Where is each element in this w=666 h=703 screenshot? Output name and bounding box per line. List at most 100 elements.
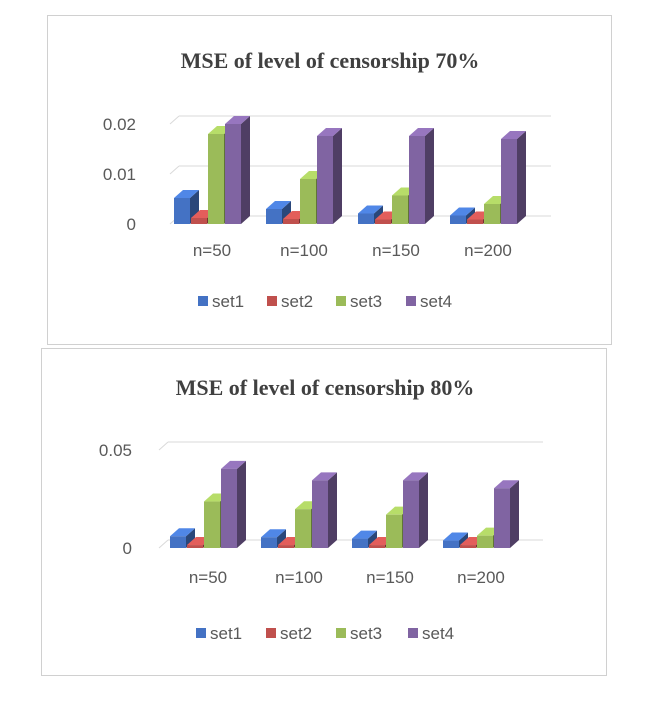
legend: set1 set2 set3 set4 (198, 292, 452, 311)
grid-line-edge (169, 115, 180, 125)
bar-front (283, 219, 299, 224)
bar-front (501, 139, 517, 224)
bar-top (443, 532, 468, 541)
bar-front (477, 535, 493, 548)
bar-top (358, 205, 383, 214)
bar-top (409, 128, 434, 136)
bar-set4-n=150 (409, 128, 434, 224)
legend-swatch (198, 296, 208, 306)
legend-label: set3 (350, 292, 382, 311)
category-label: n=150 (372, 241, 420, 260)
bar-front (409, 136, 425, 224)
bar-top (261, 529, 286, 538)
legend-label: set2 (280, 624, 312, 643)
category-labels: n=50 n=100 n=150 n=200 (193, 241, 512, 260)
legend-item-set3: set3 (336, 624, 382, 643)
bar-front (358, 213, 374, 224)
category-label: n=50 (189, 568, 227, 587)
legend-label: set4 (420, 292, 452, 311)
chart-panel-70: MSE of level of censorship 70% 0 0.01 0.02… (47, 15, 612, 345)
bar-front (187, 545, 203, 548)
bar-side (517, 131, 526, 224)
category-label: n=100 (280, 241, 328, 260)
bar-top (494, 480, 519, 489)
category-label: n=200 (464, 241, 512, 260)
legend-swatch (267, 296, 277, 306)
legend-label: set1 (212, 292, 244, 311)
bar-front (266, 209, 282, 224)
bar-top (501, 131, 526, 139)
bar-side (237, 460, 246, 548)
bar-front (221, 468, 237, 548)
bar-side (510, 480, 519, 548)
bar-front (317, 136, 333, 224)
bar-set1-n=50 (170, 528, 195, 548)
bar-front (204, 501, 220, 548)
bar-front (191, 218, 207, 224)
bar-front (494, 488, 510, 548)
bar-side (368, 530, 377, 548)
bar-top (221, 460, 246, 469)
legend-item-set3: set3 (336, 292, 382, 311)
y-tick-label: 0.02 (103, 115, 136, 134)
legend-item-set4: set4 (406, 292, 452, 311)
bar-top (266, 201, 291, 209)
y-tick-label: 0 (123, 539, 132, 558)
y-tick-label: 0.01 (103, 165, 136, 184)
legend-label: set2 (281, 292, 313, 311)
legend-item-set4: set4 (408, 624, 454, 643)
bar-front (174, 198, 190, 224)
bar-top (317, 128, 342, 136)
bar-top (352, 530, 377, 539)
category-label: n=100 (275, 568, 323, 587)
legend-swatch (336, 296, 346, 306)
bar-side (186, 528, 195, 548)
legend-swatch (406, 296, 416, 306)
chart-title: MSE of level of censorship 80% (176, 375, 475, 400)
bar-set4-n=150 (403, 472, 428, 548)
bar-front (460, 545, 476, 548)
bar-set4-n=50 (225, 116, 250, 224)
bar-front (170, 536, 186, 548)
bar-set1-n=100 (261, 529, 286, 548)
bar-set4-n=200 (501, 131, 526, 224)
grid-line-edge (158, 441, 169, 451)
bar-set4-n=200 (494, 480, 519, 548)
y-tick-label: 0 (127, 215, 136, 234)
bar-front (467, 219, 483, 224)
bar-front (403, 480, 419, 548)
bar-front (484, 204, 500, 224)
grid-line-edge (169, 165, 180, 175)
legend-swatch (336, 628, 346, 638)
bar-top (170, 528, 195, 537)
bar-top (312, 472, 337, 481)
bar-front (312, 480, 328, 548)
bar-front (352, 538, 368, 548)
bar-front (225, 124, 241, 224)
bar-top (174, 190, 199, 198)
bar-set4-n=100 (312, 472, 337, 548)
bar-front (450, 215, 466, 224)
bar-top (450, 207, 475, 216)
bar-front (295, 509, 311, 548)
legend-label: set1 (210, 624, 242, 643)
category-label: n=200 (457, 568, 505, 587)
legend-item-set1: set1 (196, 624, 242, 643)
bars (174, 116, 526, 224)
bar-set4-n=50 (221, 460, 246, 548)
bar-side (333, 128, 342, 224)
bar-top (225, 116, 250, 124)
bar-front (208, 134, 224, 224)
bar-side (277, 529, 286, 548)
legend-label: set4 (422, 624, 454, 643)
legend: set1 set2 set3 set4 (196, 624, 454, 643)
category-labels: n=50 n=100 n=150 n=200 (189, 568, 505, 587)
bar-front (278, 545, 294, 548)
bar-side (419, 472, 428, 548)
bars (170, 460, 519, 548)
bar-front (386, 514, 402, 548)
category-label: n=50 (193, 241, 231, 260)
legend-label: set3 (350, 624, 382, 643)
legend-item-set1: set1 (198, 292, 244, 311)
bar-set4-n=100 (317, 128, 342, 224)
